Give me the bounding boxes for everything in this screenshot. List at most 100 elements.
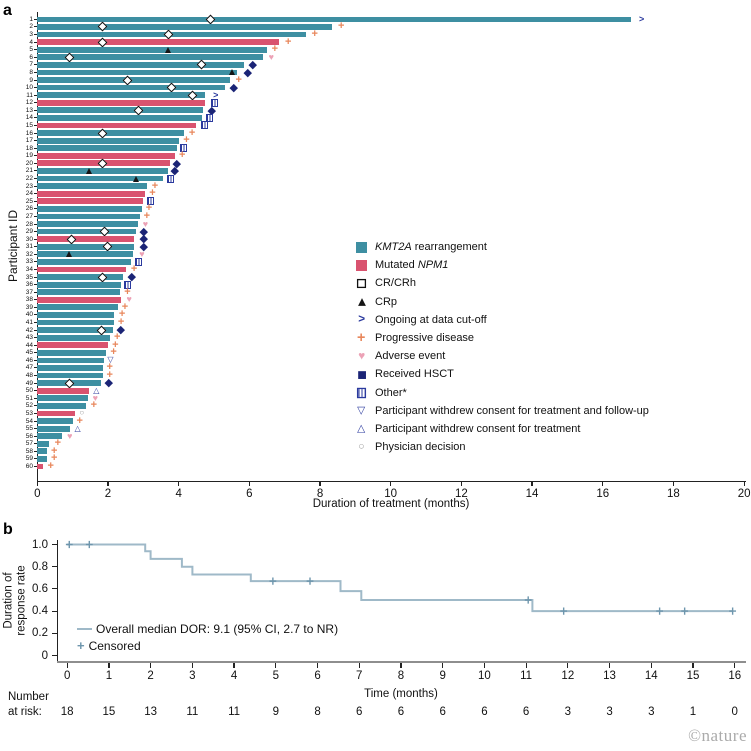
treatment-bar (37, 243, 135, 250)
number-at-risk-value: 6 (522, 706, 530, 718)
treatment-bar (37, 304, 118, 311)
progressive-disease-plus-icon: + (311, 28, 318, 41)
panel-b-x-tick-label: 3 (189, 670, 196, 682)
km-curve-svg (65, 540, 737, 615)
panel-a-x-tick-label: 12 (454, 488, 468, 500)
row-tick-mark (33, 155, 37, 157)
participant-id-label: 17 (25, 137, 33, 145)
row-tick-mark (33, 253, 37, 255)
number-at-risk-value: 13 (144, 706, 158, 718)
number-at-risk-value: 6 (397, 706, 405, 718)
panel-b-x-tick (358, 663, 360, 668)
treatment-bar (37, 16, 631, 23)
number-at-risk-value: 3 (564, 706, 572, 718)
panel-b-x-tick-label: 8 (397, 670, 405, 682)
row-tick-mark (33, 344, 37, 346)
row-tick-mark (33, 299, 37, 301)
participant-id-label: 34 (25, 265, 33, 273)
row-tick-mark (33, 375, 37, 377)
panel-b-y-axis-title-line1: Duration of (2, 572, 15, 629)
panel-a-x-tick (602, 481, 604, 486)
km-legend-censored: + Censored (77, 638, 141, 653)
legend-label: Other* (375, 386, 407, 399)
legend-item-wc_tx: △ Participant withdrew consent for treatm… (353, 420, 649, 438)
crp-triangle-icon (85, 167, 92, 174)
treatment-bar (37, 463, 43, 470)
treatment-bar (37, 122, 197, 129)
number-at-risk-value: 3 (606, 706, 613, 718)
participant-id-label: 44 (25, 341, 33, 349)
panel-b-x-tick (525, 663, 527, 668)
treatment-bar (37, 213, 140, 220)
row-tick-mark (33, 140, 37, 142)
treatment-bar (37, 365, 103, 371)
km-legend-censored-label: Censored (88, 638, 141, 653)
participant-id-label: 3 (29, 31, 33, 39)
treatment-bar (37, 281, 122, 288)
km-censor-marks (65, 540, 737, 615)
hsct-diamond-icon (243, 68, 252, 77)
progressive-disease-plus-icon: + (118, 308, 126, 321)
legend-glyph (353, 278, 370, 289)
row-tick-mark (33, 322, 37, 324)
participant-id-label: 20 (25, 159, 33, 167)
number-at-risk-value: 6 (481, 706, 488, 718)
physician-decision-circle-icon: ○ (358, 440, 365, 453)
other-box-icon (167, 174, 175, 183)
panel-a-x-tick (672, 481, 674, 486)
km-legend-median-label: Overall median DOR: 9.1 (95% CI, 2.7 to … (96, 622, 339, 636)
treatment-bar (37, 418, 73, 424)
legend-item-pd: + Progressive disease (353, 329, 649, 347)
panel-a-x-tick (248, 481, 250, 486)
row-tick-mark (33, 124, 37, 126)
participant-id-label: 51 (25, 394, 33, 402)
panel-b-x-tick (66, 663, 68, 668)
panel-a-x-tick-label: 10 (384, 488, 398, 500)
panel-a-x-tick (107, 481, 109, 486)
number-at-risk-value: 11 (228, 706, 241, 718)
panel-b-y-tick-label: 0.4 (32, 605, 48, 618)
legend-glyph (353, 370, 370, 378)
number-at-risk-value: 18 (60, 706, 74, 718)
progressive-disease-plus-icon: + (106, 361, 113, 374)
progressive-disease-plus-icon: + (110, 346, 117, 359)
legend-label: Participant withdrew consent for treatme… (375, 422, 581, 435)
treatment-bar (37, 395, 88, 402)
treatment-bar (37, 205, 142, 212)
ongoing-arrow-icon: > (213, 89, 219, 100)
panel-a-x-tick-label: 14 (525, 488, 539, 500)
panel-b-x-tick (108, 663, 110, 668)
panel-b-y-tick-label: 1.0 (32, 538, 48, 551)
row-tick-mark (33, 185, 37, 187)
treatment-bar (37, 39, 280, 46)
other-box-icon (206, 113, 214, 122)
row-tick-mark (33, 382, 37, 384)
participant-id-label: 42 (25, 326, 33, 334)
treatment-bar (37, 410, 76, 417)
participant-id-label: 15 (25, 121, 33, 129)
legend-label: Participant withdrew consent for treatme… (375, 404, 649, 417)
panel-b-x-tick-label: 15 (686, 670, 700, 682)
panel-a-x-tick-label: 18 (667, 488, 680, 500)
kmt2a-color-swatch (356, 241, 367, 253)
row-tick-mark (33, 284, 37, 286)
treatment-bar (37, 357, 104, 364)
treatment-bar (37, 99, 206, 106)
participant-id-label: 4 (29, 38, 33, 46)
legend-glyph (353, 241, 370, 253)
participant-id-label: 22 (25, 175, 33, 183)
panel-b-y-tick (51, 654, 57, 657)
participant-id-label: 29 (25, 228, 33, 236)
legend-glyph: ♥ (353, 350, 370, 362)
progressive-disease-plus-icon: + (284, 35, 292, 48)
panel-b-x-tick-label: 1 (105, 670, 113, 682)
crp-triangle-icon (357, 297, 366, 306)
legend-label: Physician decision (375, 441, 466, 454)
participant-id-label: 7 (29, 61, 33, 69)
treatment-bar (37, 137, 179, 144)
hsct-diamond-icon (357, 370, 366, 378)
panel-b-y-tick-label: 0.8 (32, 560, 48, 573)
legend-glyph: ▽ (353, 405, 370, 415)
participant-id-label: 25 (25, 197, 33, 205)
panel-a-x-tick-label: 4 (175, 488, 182, 500)
